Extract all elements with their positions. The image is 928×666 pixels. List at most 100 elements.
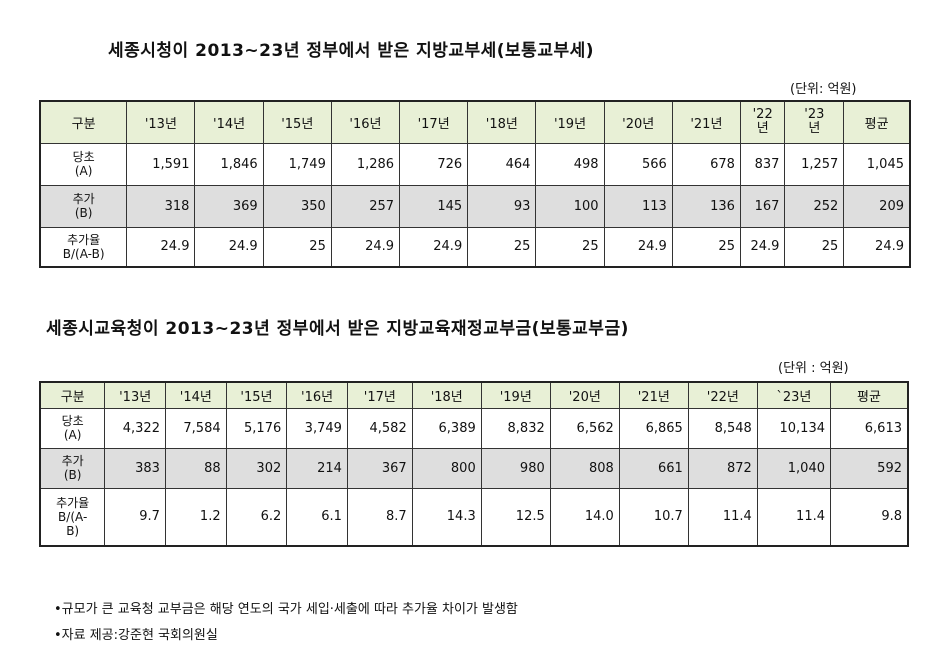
table2-cell: 3,749 <box>286 407 348 449</box>
table2-cell: 661 <box>618 447 689 489</box>
table1-row-label: 당초 (A) <box>39 142 128 186</box>
table1-cell: 136 <box>671 184 741 228</box>
table2-cell: 872 <box>687 447 758 489</box>
table2-header-col: '21년 <box>618 381 689 409</box>
table1-cell: 145 <box>399 184 469 228</box>
table2-cell: 14.0 <box>549 487 620 547</box>
table2-cell: 8.7 <box>346 487 413 547</box>
table2-cell: 9.8 <box>830 487 909 547</box>
table2-header-col: '15년 <box>225 381 288 409</box>
table1-cell: 25 <box>535 226 605 268</box>
table1-header-col: '13년 <box>126 100 196 144</box>
table1-cell: 24.9 <box>603 226 673 268</box>
table2-header-col: `23년 <box>756 381 832 409</box>
table1-cell: 726 <box>399 142 469 186</box>
table1-cell: 24.9 <box>330 226 401 268</box>
table1-header-col: '16년 <box>330 100 401 144</box>
table2-cell: 11.4 <box>756 487 832 547</box>
table1-header-col: 평균 <box>843 100 911 144</box>
table2-row-label: 추가 (B) <box>39 447 106 489</box>
table1-cell: 1,846 <box>194 142 264 186</box>
table1-cell: 25 <box>262 226 332 268</box>
table2-cell: 302 <box>225 447 288 489</box>
table2-cell: 7,584 <box>164 407 227 449</box>
table2-cell: 1,040 <box>756 447 832 489</box>
table1-row-label: 추가율 B/(A-B) <box>39 226 128 268</box>
table1-header-col: '14년 <box>194 100 264 144</box>
table1-cell: 369 <box>194 184 264 228</box>
table1-header-col: '18년 <box>467 100 537 144</box>
table2-cell: 10,134 <box>756 407 832 449</box>
table2-cell: 88 <box>164 447 227 489</box>
table1-header-col: '20년 <box>603 100 673 144</box>
table1-header-label: 구분 <box>39 100 128 144</box>
table2-header-col: '22년 <box>687 381 758 409</box>
table2-header-col: '18년 <box>411 381 482 409</box>
table2-title: 세종시교육청이 2013~23년 정부에서 받은 지방교육재정교부금(보통교부금… <box>46 319 629 339</box>
table2-row: 추가 (B) 383 88 302 214 367 800 980 808 661 872 1,040 5… <box>39 447 909 489</box>
table2-cell: 4,582 <box>346 407 413 449</box>
table1-cell: 24.9 <box>126 226 196 268</box>
table1-cell: 24.9 <box>194 226 264 268</box>
table1-header-col: '23 년 <box>784 100 845 144</box>
table2-cell: 980 <box>480 447 551 489</box>
table1-cell: 318 <box>126 184 196 228</box>
table2-cell: 8,548 <box>687 407 758 449</box>
table2-cell: 367 <box>346 447 413 489</box>
table2-cell: 14.3 <box>411 487 482 547</box>
table2-cell: 6,865 <box>618 407 689 449</box>
table2-row: 추가율 B/(A- B) 9.7 1.2 6.2 6.1 8.7 14.3 12.5 14.0 10.… <box>39 487 909 547</box>
table1-cell: 1,257 <box>784 142 845 186</box>
table2-unit: (단위 : 억원) <box>778 361 849 376</box>
table2-header-col: '14년 <box>164 381 227 409</box>
table1-row: 추가 (B) 318 369 350 257 145 93 100 113 136 167 252 209 <box>39 184 911 228</box>
table1-cell: 1,591 <box>126 142 196 186</box>
table2-cell: 808 <box>549 447 620 489</box>
table2-cell: 592 <box>830 447 909 489</box>
table1-row: 당초 (A) 1,591 1,846 1,749 1,286 726 464 498 566 678… <box>39 142 911 186</box>
table2-header-col: '19년 <box>480 381 551 409</box>
table1-cell: 24.9 <box>399 226 469 268</box>
table2-cell: 12.5 <box>480 487 551 547</box>
table1-header-col: '19년 <box>535 100 605 144</box>
table2-header-col: 평균 <box>830 381 909 409</box>
table2-cell: 6,613 <box>830 407 909 449</box>
table1-cell: 25 <box>671 226 741 268</box>
table1-unit: (단위: 억원) <box>790 82 857 97</box>
table1-cell: 257 <box>330 184 401 228</box>
table1-header-col: '17년 <box>399 100 469 144</box>
table1-cell: 25 <box>467 226 537 268</box>
table1: 구분 '13년 '14년 '15년 '16년 '17년 '18년 '19년 '20년 '21년 '2… <box>39 100 911 268</box>
table1-cell: 837 <box>739 142 786 186</box>
table2-cell: 9.7 <box>104 487 166 547</box>
table2-cell: 10.7 <box>618 487 689 547</box>
table1-cell: 167 <box>739 184 786 228</box>
table2-header-row: 구분 '13년 '14년 '15년 '16년 '17년 '18년 '19년 '20년 '21년 '2… <box>39 381 909 409</box>
table2-header-col: '13년 <box>104 381 166 409</box>
table2-row: 당초 (A) 4,322 7,584 5,176 3,749 4,582 6,389 8,832… <box>39 407 909 449</box>
table2-cell: 11.4 <box>687 487 758 547</box>
table1-cell: 498 <box>535 142 605 186</box>
table1-cell: 1,045 <box>843 142 911 186</box>
table2-cell: 383 <box>104 447 166 489</box>
table1-cell: 566 <box>603 142 673 186</box>
table1-row-label: 추가 (B) <box>39 184 128 228</box>
table2-cell: 214 <box>286 447 348 489</box>
table2-cell: 4,322 <box>104 407 166 449</box>
table2-cell: 6.1 <box>286 487 348 547</box>
table1-cell: 678 <box>671 142 741 186</box>
table1-cell: 24.9 <box>843 226 911 268</box>
table2-cell: 6,562 <box>549 407 620 449</box>
table1-cell: 24.9 <box>739 226 786 268</box>
footnote-1: •규모가 큰 교육청 교부금은 해당 연도의 국가 세입·세출에 따라 추가율 … <box>54 602 518 617</box>
table1-title: 세종시청이 2013~23년 정부에서 받은 지방교부세(보통교부세) <box>108 41 595 61</box>
table1-cell: 350 <box>262 184 332 228</box>
table1-header-col: '21년 <box>671 100 741 144</box>
footnote-2: •자료 제공:강준현 국회의원실 <box>54 628 218 643</box>
table1-header-row: 구분 '13년 '14년 '15년 '16년 '17년 '18년 '19년 '20년 '21년 '2… <box>39 100 911 144</box>
table2-header-col: '17년 <box>346 381 413 409</box>
table1-cell: 100 <box>535 184 605 228</box>
table1-cell: 93 <box>467 184 537 228</box>
table2-cell: 5,176 <box>225 407 288 449</box>
table1-header-col: '15년 <box>262 100 332 144</box>
